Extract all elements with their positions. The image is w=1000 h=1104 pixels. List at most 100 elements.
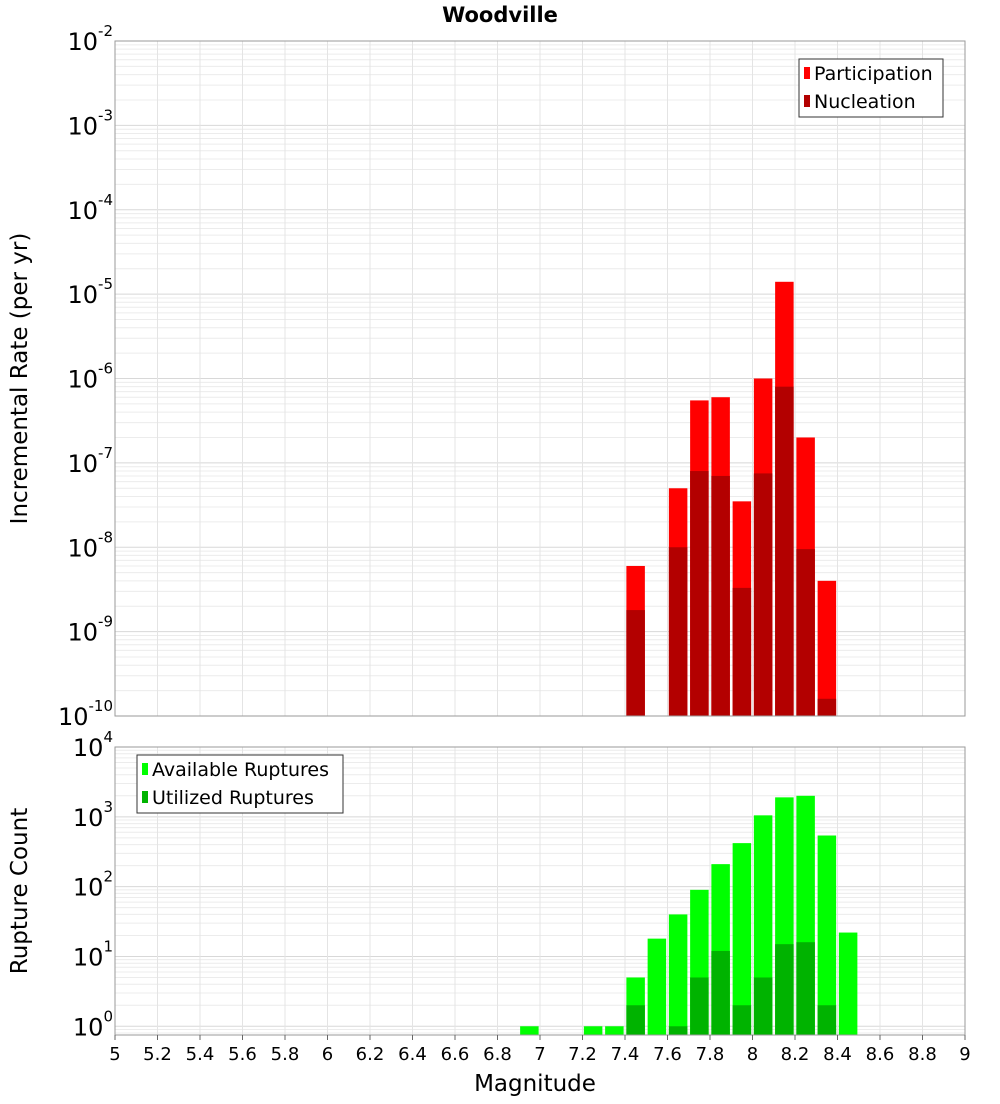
y-tick-label: 100 [73,1007,113,1041]
x-tick-label: 8 [747,1044,758,1065]
x-tick-label: 7.8 [696,1044,725,1065]
bar-utilized-ruptures [732,1005,752,1035]
y-tick-label: 10-5 [67,275,113,309]
x-tick-label: 8.2 [781,1044,810,1065]
y-tick-base: 10 [73,734,104,762]
bar-participation [817,580,837,716]
bar-nucleation [753,473,773,716]
legend-label: Utilized Ruptures [152,787,314,809]
y-tick-label: 10-7 [67,444,113,478]
x-tick-label: 5.4 [186,1044,215,1065]
bar-available-ruptures [583,1026,603,1035]
x-tick-label: 7 [534,1044,545,1065]
y-tick-exponent: -2 [98,22,113,40]
y-tick-exponent: -7 [98,444,113,462]
bars [626,281,837,716]
y-tick-exponent: -4 [98,191,113,209]
bar-available-ruptures [732,843,752,1035]
x-tick-label: 5.8 [271,1044,300,1065]
y-tick-label: 10-9 [67,613,113,647]
bar-available-ruptures [647,938,667,1035]
x-tick-label: 6.8 [483,1044,512,1065]
y-tick-base: 10 [67,534,98,562]
y-axis-label: Rupture Count [7,808,33,974]
bar-nucleation [796,549,815,716]
y-tick-label: 10-2 [67,22,113,56]
y-tick-base: 10 [67,197,98,225]
x-tick-label: 5.2 [143,1044,172,1065]
y-tick-exponent: -9 [98,613,113,631]
x-tick-label: 8.8 [908,1044,937,1065]
y-tick-exponent: -3 [98,106,113,124]
y-tick-exponent: -8 [98,528,113,546]
bar-utilized-ruptures [711,950,730,1035]
bar-available-ruptures [668,914,688,1035]
y-tick-base: 10 [73,804,104,832]
y-tick-exponent: 3 [103,798,113,816]
grid-lines [114,40,966,717]
legend-box [798,58,944,118]
x-tick-label: 7.4 [611,1044,640,1065]
y-tick-exponent: 1 [103,937,113,955]
y-tick-exponent: 4 [103,728,113,746]
legend-label: Available Ruptures [152,759,329,781]
legend-box [136,754,344,814]
x-tick-label: 7.2 [568,1044,597,1065]
plot-frame [114,40,966,717]
bar-nucleation [732,587,752,716]
x-tick-label: 5 [109,1044,120,1065]
x-tick-label: 9 [959,1044,970,1065]
legend-swatch [142,791,148,803]
y-tick-label: 10-3 [67,106,113,140]
y-tick-label: 103 [73,798,113,832]
chart-panel-rate: 10-1010-910-810-710-610-510-410-310-2Inc… [7,3,966,731]
bar-nucleation [711,475,730,716]
y-tick-base: 10 [58,703,89,731]
x-tick-label: 6.6 [441,1044,470,1065]
y-tick-label: 10-4 [67,191,113,225]
legend-label: Participation [814,63,933,85]
y-tick-label: 10-8 [67,528,113,562]
legend-swatch [142,763,148,775]
bar-nucleation [775,386,794,716]
y-tick-label: 10-10 [58,697,113,731]
bar-nucleation [626,610,645,716]
bar-utilized-ruptures [796,942,815,1035]
bar-available-ruptures [838,932,858,1035]
x-tick-labels: 5 5.2 5.4 5.6 5.8 6 6.2 6.4 6.6 6.8 7 7.2 7.4 7.6 7.8 8… [109,1035,971,1065]
y-tick-base: 10 [67,281,98,309]
bars [520,795,858,1035]
legend-label: Nucleation [814,91,916,113]
bar-utilized-ruptures [626,1005,645,1035]
x-tick-label: 6.4 [398,1044,427,1065]
y-tick-base: 10 [73,943,104,971]
bar-available-ruptures [817,835,837,1035]
bar-utilized-ruptures [817,1005,837,1035]
bar-utilized-ruptures [753,977,773,1035]
y-tick-base: 10 [73,874,104,902]
y-tick-exponent: -10 [89,697,114,715]
legend-swatch [804,67,810,79]
bar-available-ruptures [520,1026,539,1035]
y-tick-base: 10 [67,366,98,394]
x-axis-label: Magnitude [474,1071,596,1097]
x-tick-label: 8.6 [866,1044,895,1065]
bar-nucleation [817,698,837,716]
y-tick-exponent: 2 [103,868,113,886]
y-tick-base: 10 [67,28,98,56]
x-tick-label: 5.6 [228,1044,257,1065]
legend-swatch [804,95,810,107]
legend: Available Ruptures Utilized Ruptures [136,754,344,814]
y-tick-exponent: -5 [98,275,113,293]
x-tick-label: 6 [322,1044,333,1065]
bar-nucleation [690,471,709,716]
y-tick-label: 104 [73,728,113,762]
x-tick-label: 8.4 [823,1044,852,1065]
y-tick-label: 101 [73,937,113,971]
y-tick-label: 102 [73,868,113,902]
y-axis-label: Incremental Rate (per yr) [7,233,33,525]
bar-utilized-ruptures [668,1026,688,1035]
